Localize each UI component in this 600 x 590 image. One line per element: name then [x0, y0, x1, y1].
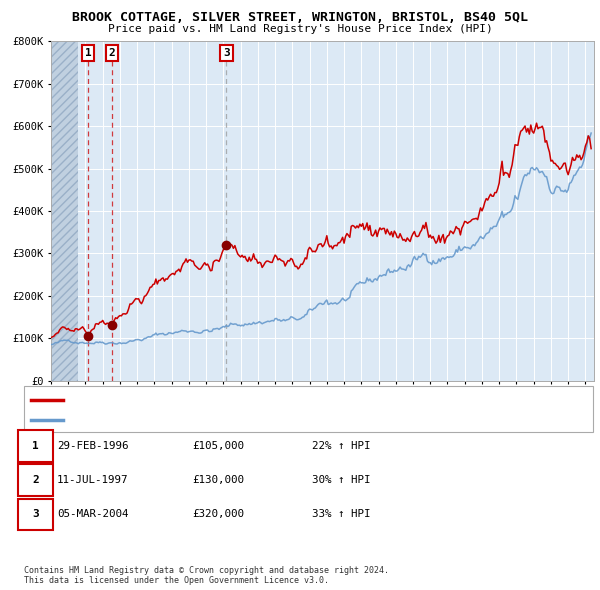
Text: This data is licensed under the Open Government Licence v3.0.: This data is licensed under the Open Gov… — [24, 576, 329, 585]
Text: Price paid vs. HM Land Registry's House Price Index (HPI): Price paid vs. HM Land Registry's House … — [107, 24, 493, 34]
Bar — [51, 41, 78, 381]
Text: 11-JUL-1997: 11-JUL-1997 — [57, 476, 128, 485]
Text: 3: 3 — [32, 510, 39, 519]
Text: £320,000: £320,000 — [192, 510, 244, 519]
Text: 3: 3 — [223, 48, 230, 58]
Text: £105,000: £105,000 — [192, 441, 244, 451]
Text: £130,000: £130,000 — [192, 476, 244, 485]
Text: Contains HM Land Registry data © Crown copyright and database right 2024.: Contains HM Land Registry data © Crown c… — [24, 566, 389, 575]
Text: 22% ↑ HPI: 22% ↑ HPI — [312, 441, 371, 451]
Text: 05-MAR-2004: 05-MAR-2004 — [57, 510, 128, 519]
Text: BROOK COTTAGE, SILVER STREET, WRINGTON, BRISTOL, BS40 5QL (detached house): BROOK COTTAGE, SILVER STREET, WRINGTON, … — [69, 395, 458, 404]
Text: HPI: Average price, detached house, North Somerset: HPI: Average price, detached house, Nort… — [69, 416, 331, 425]
Text: 2: 2 — [32, 476, 39, 485]
Text: 29-FEB-1996: 29-FEB-1996 — [57, 441, 128, 451]
Text: 2: 2 — [109, 48, 115, 58]
Text: 1: 1 — [32, 441, 39, 451]
Text: 30% ↑ HPI: 30% ↑ HPI — [312, 476, 371, 485]
Text: BROOK COTTAGE, SILVER STREET, WRINGTON, BRISTOL, BS40 5QL: BROOK COTTAGE, SILVER STREET, WRINGTON, … — [72, 11, 528, 24]
Text: 33% ↑ HPI: 33% ↑ HPI — [312, 510, 371, 519]
Text: 1: 1 — [85, 48, 92, 58]
